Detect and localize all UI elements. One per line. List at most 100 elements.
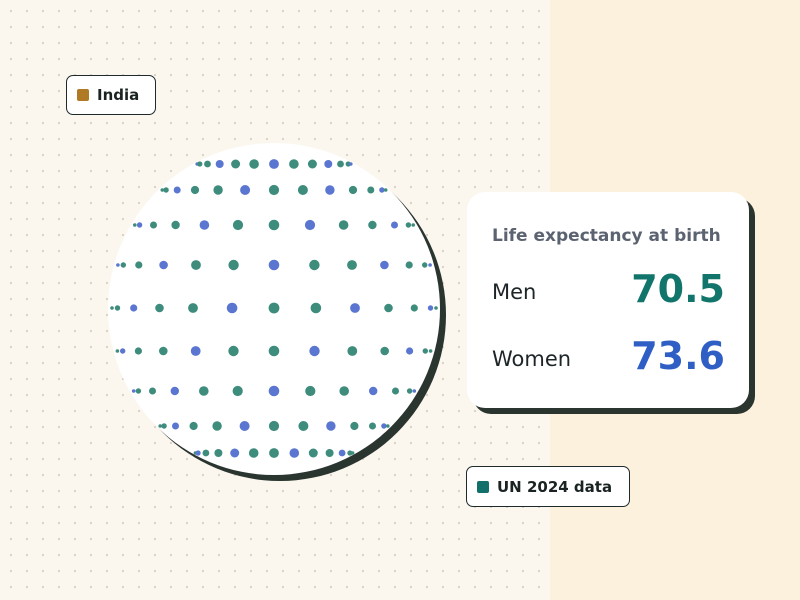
globe-dot [268,345,280,357]
globe-dot [347,260,357,270]
globe-dot [269,159,279,169]
globe-dot [159,260,168,270]
globe-dot [428,263,432,267]
globe-dot [386,424,390,428]
globe-dot [309,345,320,357]
globe-dot [130,304,138,312]
globe-dot [158,424,162,428]
globe-dot [190,185,200,195]
globe-dot [232,385,243,397]
globe-dot [249,159,259,169]
globe-dot [305,385,316,397]
globe-dot [268,302,280,314]
globe-dot [204,160,211,168]
globe-dot [350,303,360,313]
globe-dot [383,188,388,192]
men-value: 70.5 [631,267,725,311]
globe-dot [384,303,393,313]
globe-dot [348,185,358,195]
globe-dot [110,306,114,310]
globe-dot [171,220,180,230]
globe-dot [412,389,417,393]
globe-dot [248,448,259,458]
globe-dot [228,259,239,271]
globe-dot [160,188,165,192]
globe-dot [159,346,168,356]
globe-dot [161,423,167,429]
globe-dot [188,303,198,313]
globe-dot [324,160,333,168]
globe-dot [133,223,137,227]
globe-dot [380,346,390,356]
globe-dot [155,303,164,313]
globe-dot [231,159,241,169]
globe-dot [199,220,210,230]
globe-dot [338,220,349,230]
globe-dot [116,263,120,267]
globe-dot [134,347,142,355]
globe-dot [422,348,428,354]
globe-dot [304,219,316,231]
globe-dots [110,159,438,458]
globe-dot [410,304,418,312]
country-tag: India [66,75,156,115]
globe-dot [268,259,280,271]
globe-dot [172,422,179,430]
source-label: UN 2024 data [497,477,613,496]
globe-dot [347,450,353,456]
globe-dot [197,161,203,167]
globe-dot [427,305,434,311]
globe-dot [212,421,222,431]
globe-dot [135,261,143,269]
globe-dot [189,421,198,431]
globe-dot [434,306,438,310]
globe-dot [150,221,157,229]
globe-dot [349,162,353,166]
globe-dot [325,185,335,195]
globe-dot [310,302,322,314]
globe-dot [368,220,377,230]
globe-dot [337,160,344,168]
globe-dot [195,450,201,456]
globe-dot [347,346,358,356]
globe-dot [202,449,210,457]
globe-dot [309,259,320,271]
globe-dot [120,348,126,354]
globe-dot [268,184,280,196]
globe-dot [339,386,349,396]
globe-dot [289,159,299,169]
globe-dot [369,422,376,430]
country-swatch-icon [77,89,89,101]
globe-dot [428,349,433,353]
globe-dot [120,262,126,268]
globe-dot [422,262,428,268]
globe-dot [149,387,156,395]
globe-dot [350,451,355,455]
globe-dot [114,305,121,311]
women-label: Women [492,347,572,371]
globe-dot [136,222,143,228]
globe-dot [326,421,336,431]
globe-dot [135,388,142,394]
globe-dot [226,302,238,314]
globe-dot [405,222,412,228]
globe-dot [345,161,351,167]
globe-dot [268,385,280,397]
globe-dot [268,219,280,231]
globe-dot [392,387,399,395]
globe-dot [131,389,136,393]
globe-dot [406,347,414,355]
globe-dot [269,448,279,458]
globe-dot [297,185,308,195]
globe-dot [391,221,398,229]
globe-dot [308,448,318,458]
globe-dot [240,185,251,195]
globe-dot [405,261,413,269]
globe-dot [163,187,169,193]
globe-dot [214,449,223,457]
globe-dot [406,388,413,394]
globe-dot [367,186,375,194]
globe-dot [213,185,223,195]
globe-dot [307,159,317,169]
women-value: 73.6 [631,334,725,378]
